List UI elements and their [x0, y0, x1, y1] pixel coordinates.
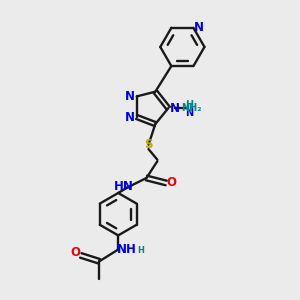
Text: H: H	[137, 247, 144, 256]
Text: N: N	[125, 110, 135, 124]
Text: S: S	[144, 138, 153, 151]
Text: HN: HN	[114, 180, 134, 193]
Text: N: N	[194, 21, 204, 34]
Text: N: N	[125, 90, 135, 103]
Text: O: O	[70, 246, 80, 259]
Text: N: N	[170, 102, 180, 115]
Text: NH₂: NH₂	[181, 103, 201, 113]
Text: NH: NH	[116, 243, 136, 256]
Text: O: O	[167, 176, 176, 190]
Text: N: N	[185, 109, 194, 118]
Text: H: H	[185, 100, 194, 110]
